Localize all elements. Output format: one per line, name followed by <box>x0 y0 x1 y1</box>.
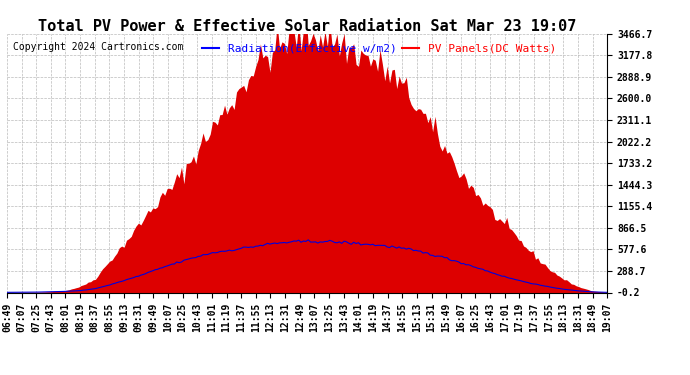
Title: Total PV Power & Effective Solar Radiation Sat Mar 23 19:07: Total PV Power & Effective Solar Radiati… <box>38 19 576 34</box>
Legend: Radiation(Effective w/m2), PV Panels(DC Watts): Radiation(Effective w/m2), PV Panels(DC … <box>198 39 560 58</box>
Text: Copyright 2024 Cartronics.com: Copyright 2024 Cartronics.com <box>13 42 184 51</box>
